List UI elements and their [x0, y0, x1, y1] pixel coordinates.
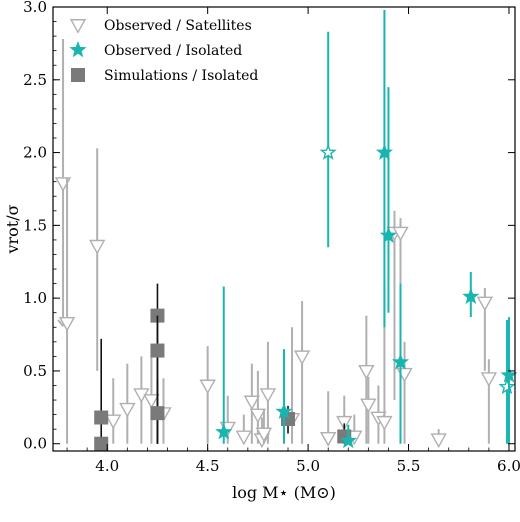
- satellite-point: [235, 430, 253, 446]
- isolated-point: [500, 366, 518, 383]
- y-tick-label: 0.5: [23, 362, 47, 380]
- satellite-point: [320, 431, 337, 447]
- satellite-point: [89, 239, 106, 255]
- satellite-point: [376, 415, 393, 431]
- isolated-point: [379, 226, 398, 243]
- satellite-point: [243, 395, 261, 411]
- isolated-point: [462, 287, 480, 304]
- satellite-point: [105, 414, 122, 430]
- isolated-point: [319, 143, 337, 160]
- legend-label: Simulations / Isolated: [104, 68, 258, 84]
- y-tick-label: 3.0: [23, 0, 47, 16]
- satellite-point: [293, 350, 311, 366]
- legend-marker-satellites: [69, 19, 87, 34]
- isolated-point: [498, 377, 516, 395]
- legend-marker-simulations: [71, 68, 85, 82]
- legend-marker-isolated: [69, 41, 87, 58]
- satellite-point: [430, 433, 447, 449]
- satellite-point: [358, 364, 375, 380]
- y-tick-label: 0.0: [23, 435, 47, 453]
- satellite-point: [143, 394, 160, 409]
- satellite-point: [58, 316, 76, 332]
- satellite-point: [255, 427, 273, 443]
- y-tick-label: 1.0: [23, 289, 47, 307]
- legend-label: Observed / Satellites: [104, 18, 252, 34]
- satellite-point: [476, 296, 494, 312]
- satellite-point: [249, 408, 267, 424]
- satellite-point: [392, 226, 409, 242]
- satellite-point: [119, 402, 136, 418]
- x-axis-label: log M⋆ (M⊙): [232, 483, 336, 502]
- x-tick-label: 5.0: [296, 457, 320, 475]
- upper-limit-arrow: [57, 319, 64, 327]
- satellite-point: [480, 372, 498, 388]
- y-tick-label: 2.0: [23, 144, 47, 162]
- satellite-point: [199, 379, 216, 395]
- isolated-point: [215, 423, 233, 440]
- legend: Observed / Satellites Observed / Isolated…: [69, 18, 258, 84]
- isolated-point: [275, 402, 293, 419]
- isolated-point: [339, 431, 357, 449]
- satellite-point: [336, 415, 353, 431]
- plot-frame: [52, 6, 516, 452]
- simulation-point: [150, 406, 165, 421]
- simulation-point: [150, 343, 165, 358]
- isolated-point: [391, 353, 410, 370]
- x-tick-label: 4.0: [95, 457, 119, 475]
- x-tick-label: 4.5: [196, 457, 220, 475]
- y-tick-label: 1.5: [23, 216, 47, 234]
- simulation-point: [94, 410, 109, 425]
- y-tick-label: 2.5: [23, 71, 47, 89]
- x-tick-label: 5.5: [397, 457, 421, 475]
- x-tick-label: 6.0: [497, 457, 520, 475]
- satellite-point: [360, 398, 377, 414]
- legend-label: Observed / Isolated: [104, 43, 242, 59]
- satellite-point: [259, 388, 277, 404]
- simulation-point: [94, 436, 109, 451]
- y-axis-label: vrot/σ: [3, 204, 22, 254]
